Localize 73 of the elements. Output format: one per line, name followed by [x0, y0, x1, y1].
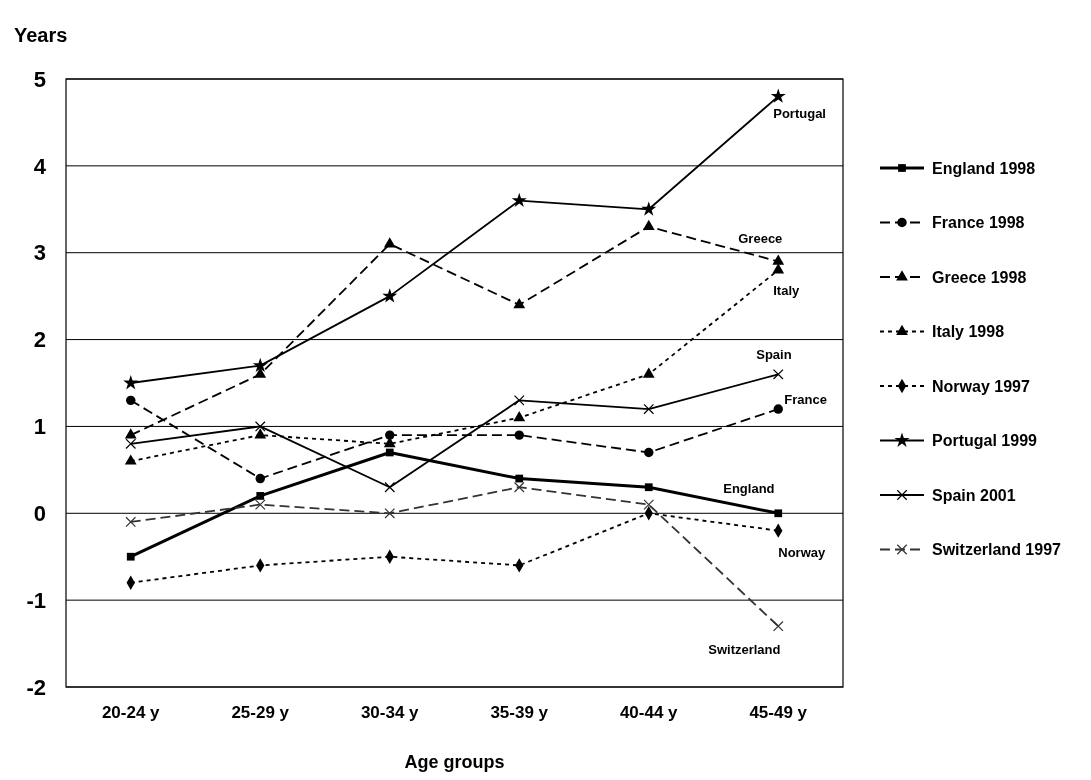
point	[124, 428, 137, 439]
x-tick-label: 25-29 y	[231, 703, 290, 722]
point	[770, 88, 786, 103]
annotation: Spain	[756, 347, 792, 363]
y-tick-label: 3	[33, 240, 46, 266]
point	[642, 219, 655, 231]
legend-label: Greece 1998	[932, 268, 1027, 286]
point	[644, 447, 654, 458]
point	[772, 263, 785, 274]
point	[254, 428, 267, 439]
point	[384, 507, 396, 519]
point	[515, 474, 524, 483]
point	[252, 357, 268, 373]
point	[513, 395, 525, 406]
point	[514, 430, 524, 440]
point	[513, 481, 525, 493]
point	[125, 516, 137, 528]
legend-label: Switzerland 1997	[932, 541, 1062, 559]
point	[126, 552, 135, 561]
point	[511, 192, 527, 207]
point	[123, 375, 139, 390]
x-tick-label: 20-24 y	[101, 703, 161, 722]
y-tick-label: 4	[33, 153, 47, 179]
point	[772, 368, 784, 380]
x-tick-label: 30-34 y	[360, 703, 420, 722]
y-tick-label: -2	[26, 674, 46, 700]
legend-label: Portugal 1999	[932, 432, 1038, 450]
point	[774, 509, 783, 518]
x-tick-label: 45-49 y	[749, 703, 808, 722]
point	[255, 473, 265, 484]
point	[385, 430, 395, 440]
point	[383, 237, 396, 248]
legend-label: France 1998	[932, 214, 1025, 232]
point	[125, 438, 137, 450]
point	[641, 201, 657, 216]
legend-label: Norway 1997	[932, 377, 1030, 395]
x-axis-title: Age groups	[404, 752, 505, 772]
annotation: Portugal	[773, 106, 826, 122]
annotation: Greece	[738, 231, 783, 247]
point	[643, 403, 655, 415]
y-tick-label: -1	[26, 587, 46, 613]
point	[772, 620, 784, 632]
annotation: Switzerland	[708, 642, 781, 658]
point	[384, 481, 396, 493]
legend-label: Spain 2001	[932, 486, 1016, 504]
point	[254, 499, 266, 510]
point	[644, 483, 653, 492]
annotation: Norway	[778, 544, 826, 560]
point	[382, 288, 398, 303]
legend-label: Italy 1998	[932, 323, 1005, 341]
y-tick-label: 0	[33, 500, 46, 526]
x-tick-label: 40-44 y	[619, 703, 679, 722]
y-axis-title: Years	[14, 24, 68, 46]
point	[513, 298, 526, 309]
x-tick-label: 35-39 y	[490, 703, 549, 722]
legend-label: England 1998	[932, 159, 1036, 177]
annotation: England	[723, 481, 775, 497]
point	[773, 404, 783, 414]
point	[513, 410, 526, 422]
point	[124, 454, 137, 465]
y-tick-label: 1	[33, 414, 46, 440]
annotation: France	[784, 392, 827, 408]
point	[254, 421, 266, 432]
y-tick-label: 5	[33, 66, 46, 92]
y-tick-label: 2	[33, 327, 46, 353]
point	[642, 367, 655, 378]
point	[126, 395, 136, 406]
point	[643, 499, 655, 510]
point	[385, 448, 394, 457]
point	[256, 492, 265, 500]
annotation: Italy	[773, 283, 801, 299]
point	[772, 254, 785, 265]
point	[254, 367, 267, 378]
